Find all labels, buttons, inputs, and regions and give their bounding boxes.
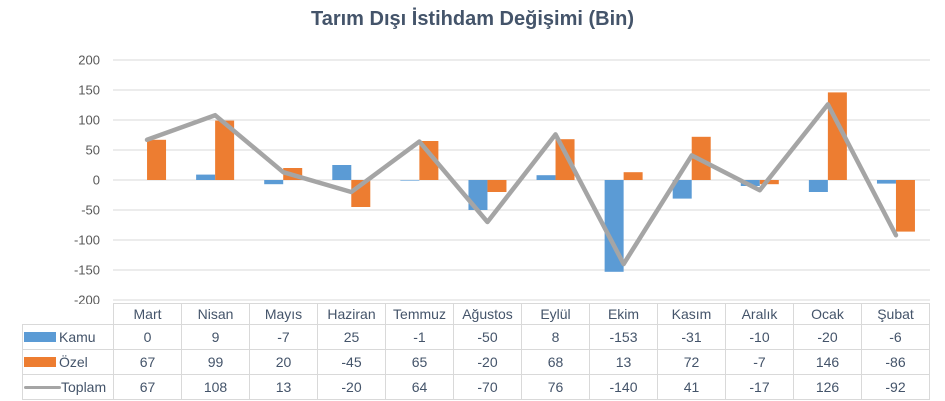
kamu-bar-Haziran: [332, 165, 352, 180]
value-cell-Toplam-Haziran: -20: [317, 374, 386, 400]
kamu-bar-Eylül: [536, 175, 556, 180]
value-cell-Kamu-Ağustos: -50: [453, 324, 522, 350]
legend-cell-Toplam: Toplam: [22, 374, 114, 400]
month-header-Temmuz: Temmuz: [385, 303, 454, 325]
month-header-Nisan: Nisan: [181, 303, 250, 325]
value-cell-Kamu-Nisan: 9: [181, 324, 250, 350]
ozel-bar-Aralık: [759, 180, 779, 185]
table-header-row: Mart Nisan Mayıs Haziran Temmuz Ağustos Eylül E…: [23, 303, 930, 325]
value-cell-Toplam-Mart: 67: [113, 374, 182, 400]
legend-entry: Toplam: [24, 379, 113, 395]
ozel-bar-Mart: [147, 139, 167, 180]
table-corner-cell: [23, 304, 114, 325]
y-axis-tick-label: 100: [78, 113, 100, 128]
combo-chart-plot: 200 150 100 50 0 -50 -100 -150 -200: [74, 53, 930, 305]
value-cell-Kamu-Ekim: -153: [589, 324, 658, 350]
y-axis-tick-label: 50: [86, 143, 100, 158]
value-cell-Kamu-Mayıs: -7: [249, 324, 318, 350]
özel-legend-swatch-icon: [24, 357, 56, 367]
value-cell-Özel-Ağustos: -20: [453, 349, 522, 375]
value-cell-Kamu-Haziran: 25: [317, 324, 386, 350]
value-cell-Toplam-Ocak: 126: [793, 374, 862, 400]
month-header-Haziran: Haziran: [317, 303, 386, 325]
value-cell-Özel-Mayıs: 20: [249, 349, 318, 375]
month-header-Şubat: Şubat: [861, 303, 930, 325]
y-axis-tick-label: -150: [74, 263, 100, 278]
kamu-bar-Ekim: [604, 180, 624, 272]
kamu-bar-Temmuz: [400, 180, 420, 181]
legend-cell-Kamu: Kamu: [22, 324, 114, 350]
table-row-Özel: Özel 67 99 20 -45 65 -20 68 13 72 -7 146 -86: [22, 349, 930, 375]
ozel-bar-Ağustos: [487, 180, 507, 192]
value-cell-Özel-Temmuz: 65: [385, 349, 454, 375]
table-row-Kamu: Kamu 0 9 -7 25 -1 -50 8 -153 -31 -10 -20 -6: [22, 324, 930, 350]
ozel-bar-Temmuz: [419, 141, 439, 180]
kamu-bar-Kasım: [672, 180, 692, 199]
legend-label: Kamu: [59, 329, 96, 345]
month-header-Ekim: Ekim: [589, 303, 658, 325]
month-header-Mayıs: Mayıs: [249, 303, 318, 325]
value-cell-Kamu-Ocak: -20: [793, 324, 862, 350]
ozel-bar-Şubat: [895, 180, 915, 232]
value-cell-Özel-Ekim: 13: [589, 349, 658, 375]
value-cell-Özel-Haziran: -45: [317, 349, 386, 375]
value-cell-Özel-Mart: 67: [113, 349, 182, 375]
legend-entry: Kamu: [24, 329, 113, 345]
value-cell-Toplam-Ağustos: -70: [453, 374, 522, 400]
y-axis-tick-label: -200: [74, 293, 100, 305]
value-cell-Toplam-Ekim: -140: [589, 374, 658, 400]
table-row-Toplam: Toplam 67 108 13 -20 64 -70 76 -140 41 -17 126 -92: [22, 374, 930, 400]
value-cell-Toplam-Mayıs: 13: [249, 374, 318, 400]
month-header-Ağustos: Ağustos: [453, 303, 522, 325]
chart-title: Tarım Dışı İstihdam Değişimi (Bin): [310, 8, 635, 30]
kamu-bar-Nisan: [196, 174, 216, 180]
value-cell-Özel-Şubat: -86: [861, 349, 930, 375]
value-cell-Özel-Ocak: 146: [793, 349, 862, 375]
toplam-legend-swatch-icon: [24, 385, 61, 389]
ozel-bar-Eylül: [555, 139, 575, 180]
value-cell-Kamu-Eylül: 8: [521, 324, 590, 350]
ozel-bar-Nisan: [215, 120, 235, 180]
month-header-Ocak: Ocak: [793, 303, 862, 325]
month-header-Aralık: Aralık: [725, 303, 794, 325]
value-cell-Toplam-Şubat: -92: [861, 374, 930, 400]
chart-data-table: Mart Nisan Mayıs Haziran Temmuz Ağustos Eylül E…: [22, 303, 930, 400]
value-cell-Toplam-Nisan: 108: [181, 374, 250, 400]
legend-entry: Özel: [24, 354, 113, 370]
value-cell-Kamu-Aralık: -10: [725, 324, 794, 350]
value-cell-Kamu-Kasım: -31: [657, 324, 726, 350]
kamu-bar-Mayıs: [264, 180, 284, 185]
y-axis-tick-label: 150: [78, 83, 100, 98]
value-cell-Toplam-Eylül: 76: [521, 374, 590, 400]
value-cell-Özel-Aralık: -7: [725, 349, 794, 375]
value-cell-Özel-Kasım: 72: [657, 349, 726, 375]
legend-label: Özel: [59, 354, 88, 370]
value-cell-Kamu-Şubat: -6: [861, 324, 930, 350]
toplam-line: [144, 102, 899, 267]
month-header-Mart: Mart: [113, 303, 182, 325]
value-cell-Toplam-Temmuz: 64: [385, 374, 454, 400]
y-axis-tick-label: -100: [74, 233, 100, 248]
value-cell-Kamu-Temmuz: -1: [385, 324, 454, 350]
kamu-bar-Ocak: [808, 180, 828, 192]
value-cell-Özel-Eylül: 68: [521, 349, 590, 375]
value-cell-Özel-Nisan: 99: [181, 349, 250, 375]
ozel-bar-Ekim: [623, 172, 643, 180]
y-axis-tick-label: -50: [81, 203, 100, 218]
value-cell-Kamu-Mart: 0: [113, 324, 182, 350]
kamu-bar-Şubat: [876, 180, 896, 184]
kamu-legend-swatch-icon: [24, 332, 56, 342]
value-cell-Toplam-Kasım: 41: [657, 374, 726, 400]
y-axis-tick-label: 0: [93, 173, 100, 188]
month-header-Eylül: Eylül: [521, 303, 590, 325]
value-cell-Toplam-Aralık: -17: [725, 374, 794, 400]
y-axis-tick-label: 200: [78, 53, 100, 68]
legend-cell-Özel: Özel: [22, 349, 114, 375]
legend-label: Toplam: [61, 379, 107, 395]
month-header-Kasım: Kasım: [657, 303, 726, 325]
